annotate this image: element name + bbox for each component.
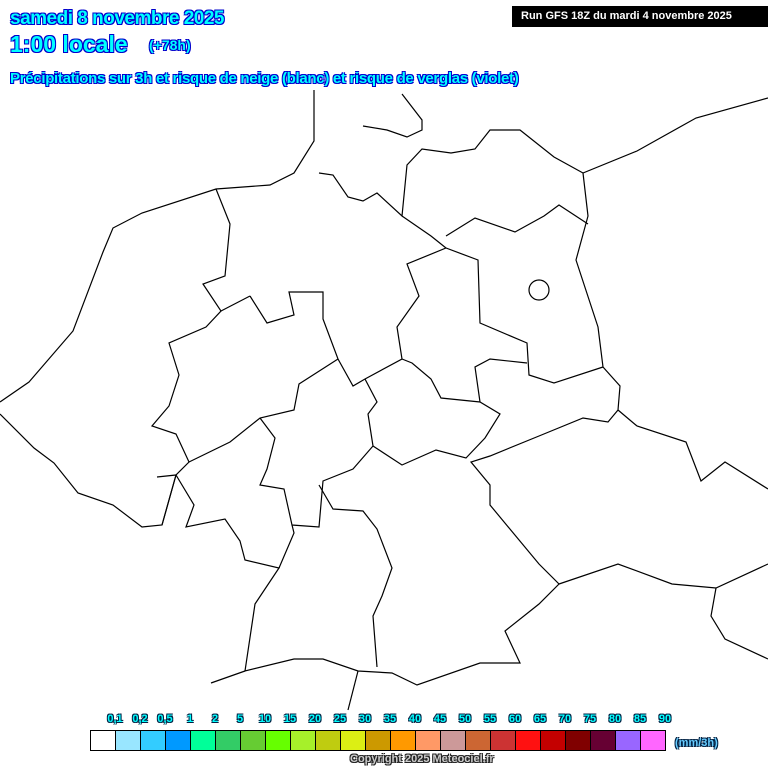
legend-swatch xyxy=(191,731,216,750)
legend-swatch xyxy=(591,731,616,750)
state-border xyxy=(318,484,393,668)
coastline-north xyxy=(318,97,768,218)
state-border xyxy=(220,295,251,312)
legend-swatch xyxy=(616,731,641,750)
legend-label: 20 xyxy=(308,713,322,725)
legend-label: 80 xyxy=(608,713,622,725)
legend-swatch xyxy=(91,731,116,750)
legend-label: 65 xyxy=(533,713,547,725)
legend-swatch xyxy=(366,731,391,750)
swiss-austria-border xyxy=(347,670,359,711)
state-border xyxy=(249,247,604,387)
legend-label: 75 xyxy=(583,713,597,725)
forecast-time: 1:00 locale xyxy=(10,31,128,57)
legend-swatch xyxy=(391,731,416,750)
forecast-date: samedi 8 novembre 2025 xyxy=(10,8,224,29)
legend-label: 10 xyxy=(258,713,272,725)
state-border xyxy=(401,215,447,249)
legend-label: 0,5 xyxy=(157,713,173,725)
czech-poland-border xyxy=(617,409,768,490)
state-border xyxy=(474,358,528,403)
legend-swatch xyxy=(641,731,665,750)
run-info: Run GFS 18Z du mardi 4 novembre 2025 xyxy=(512,6,768,27)
legend-label: 40 xyxy=(408,713,422,725)
legend-swatch xyxy=(291,731,316,750)
color-legend xyxy=(90,730,666,751)
legend-label: 2 xyxy=(211,713,219,725)
legend-unit: (mm/3h) xyxy=(675,737,718,749)
state-border xyxy=(278,524,295,569)
legend-label: 85 xyxy=(633,713,647,725)
legend-swatch xyxy=(116,731,141,750)
germany-border xyxy=(150,172,621,686)
state-border xyxy=(259,378,378,528)
legend-label: 0,2 xyxy=(132,713,148,725)
legend-swatch xyxy=(316,731,341,750)
legend-label: 35 xyxy=(383,713,397,725)
legend-label: 60 xyxy=(508,713,522,725)
copyright: Copyright 2025 Meteociel.fr xyxy=(350,753,494,765)
legend-swatch xyxy=(141,731,166,750)
state-border xyxy=(445,204,589,237)
luxembourg-border xyxy=(156,474,177,526)
legend-label: 5 xyxy=(236,713,244,725)
legend-label: 30 xyxy=(358,713,372,725)
map-subtitle: Précipitations sur 3h et risque de neige… xyxy=(10,70,519,87)
legend-swatch xyxy=(216,731,241,750)
legend-label: 45 xyxy=(433,713,447,725)
coastline-west xyxy=(0,90,315,403)
france-swiss-border xyxy=(210,670,246,684)
legend-label: 0,1 xyxy=(107,713,123,725)
legend-swatch xyxy=(516,731,541,750)
legend-swatch xyxy=(441,731,466,750)
state-border xyxy=(188,358,339,463)
legend-label: 90 xyxy=(658,713,672,725)
legend-swatch xyxy=(541,731,566,750)
legend-swatch xyxy=(416,731,441,750)
legend-swatch xyxy=(266,731,291,750)
legend-swatch xyxy=(566,731,591,750)
denmark-coast xyxy=(362,93,423,138)
legend-swatch xyxy=(341,731,366,750)
legend-swatch xyxy=(241,731,266,750)
belgium-border xyxy=(0,413,177,528)
legend-label: 70 xyxy=(558,713,572,725)
legend-label: 55 xyxy=(483,713,497,725)
austria-czech-border xyxy=(558,563,768,589)
austria-south xyxy=(710,587,768,660)
berlin-border xyxy=(528,279,550,301)
legend-label: 25 xyxy=(333,713,347,725)
legend-swatch xyxy=(491,731,516,750)
forecast-lead: (+78h) xyxy=(149,37,191,53)
legend-label: 50 xyxy=(458,713,472,725)
legend-label: 15 xyxy=(283,713,297,725)
legend-swatch xyxy=(166,731,191,750)
legend-label: 1 xyxy=(186,713,194,725)
state-border xyxy=(372,358,501,466)
legend-swatch xyxy=(466,731,491,750)
